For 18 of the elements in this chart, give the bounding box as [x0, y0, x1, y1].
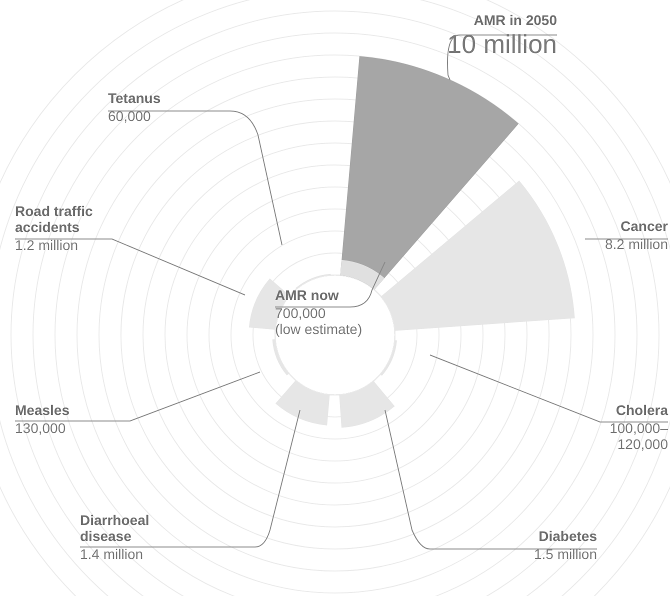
category-label: AMR now	[275, 287, 340, 305]
data-label: 8.2 million	[604, 236, 668, 252]
category-label: Cholera	[614, 402, 668, 420]
data-label: 1.2 million	[15, 237, 80, 254]
category-label: Tetanus	[108, 90, 162, 108]
data-label: 130,000	[15, 420, 67, 436]
data-label: 700,000 (low estimate)	[275, 305, 364, 338]
category-label: Cancer	[620, 218, 668, 236]
data-label: 1.4 million	[80, 546, 144, 562]
data-label: 60,000	[108, 108, 152, 124]
data-label: 100,000–120,000	[608, 420, 668, 452]
category-label: Diarrhoeal disease	[80, 512, 150, 546]
category-label: Diabetes	[538, 528, 597, 546]
category-label: Measles	[15, 402, 70, 420]
category-label: AMR in 2050	[472, 12, 557, 30]
category-label: Road traffic accidents	[15, 203, 94, 238]
data-label: 10 million	[446, 29, 557, 60]
data-label: 1.5 million	[532, 546, 597, 562]
